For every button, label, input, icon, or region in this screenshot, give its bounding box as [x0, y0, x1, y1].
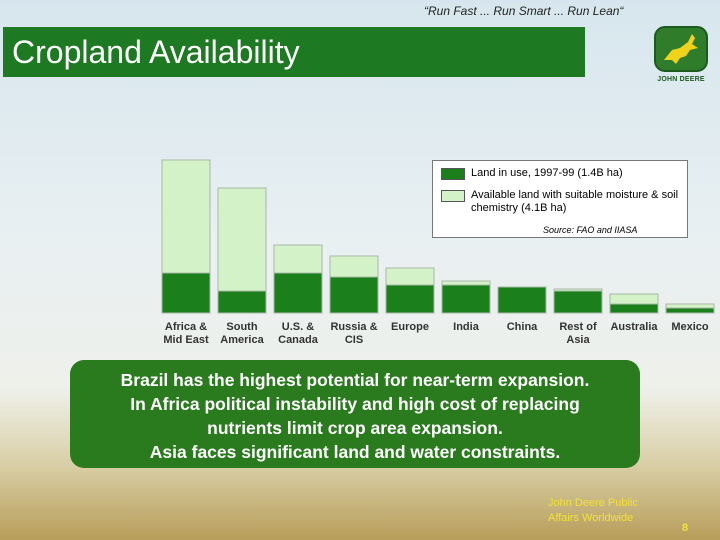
page-number: 8 [682, 522, 689, 534]
logo-deer [664, 34, 698, 64]
bar-segment [665, 303, 715, 309]
chart-title: Cropland Availability [12, 34, 300, 70]
logo [654, 26, 708, 72]
callout-line: Asia faces significant land and water co… [149, 442, 561, 462]
bar-segment [385, 284, 435, 314]
title-bar [3, 27, 585, 77]
x-tick-label: U.S. & Canada [278, 321, 318, 346]
bar-segment [441, 280, 491, 286]
bar-segment [217, 290, 267, 314]
source: Source: FAO and IIASA [543, 225, 638, 235]
x-tick-label: Europe [391, 321, 429, 333]
callout: Brazil has the highest potential for nea… [70, 360, 640, 468]
legend: Source: FAO and IIASA Land in use, 1997-… [432, 160, 688, 238]
logo-text: JOHN DEERE [657, 76, 705, 83]
x-tick-label: Rest of Asia [559, 321, 597, 346]
bar-segment [385, 267, 435, 286]
bar-segment [329, 276, 379, 314]
bar-segment [161, 272, 211, 314]
x-tick-label: South America [220, 321, 264, 346]
bar-segment [273, 272, 323, 314]
x-tick-label: Africa & Mid East [163, 321, 209, 346]
bar-segment [609, 303, 659, 314]
legend-label: Available land with suitable moisture & … [471, 189, 679, 214]
bar-segment [553, 288, 603, 292]
legend-label: Land in use, 1997-99 (1.4B ha) [471, 167, 623, 179]
bar-segment [273, 244, 323, 274]
callout-line: Brazil has the highest potential for nea… [120, 370, 590, 390]
callout-line: In Africa political instability and high… [130, 394, 580, 438]
x-tick-label: Russia & CIS [330, 321, 378, 346]
x-tick-label: Australia [610, 321, 658, 333]
x-tick-label: China [506, 321, 538, 333]
legend-swatch [441, 190, 465, 202]
bar-segment [217, 187, 267, 292]
bar-segment [609, 293, 659, 305]
bar-segment [161, 159, 211, 274]
bar-segment [665, 307, 715, 314]
footer-credit: John Deere Public Affairs Worldwide [548, 497, 638, 524]
x-tick-label: Mexico [671, 321, 709, 333]
x-tick-label: India [453, 321, 479, 333]
bar-segment [497, 286, 547, 314]
slogan: “Run Fast ... Run Smart ... Run Lean“ [424, 4, 624, 18]
bar-segment [553, 290, 603, 314]
legend-swatch [441, 168, 465, 180]
bar-segment [329, 255, 379, 278]
bar-segment [441, 284, 491, 314]
